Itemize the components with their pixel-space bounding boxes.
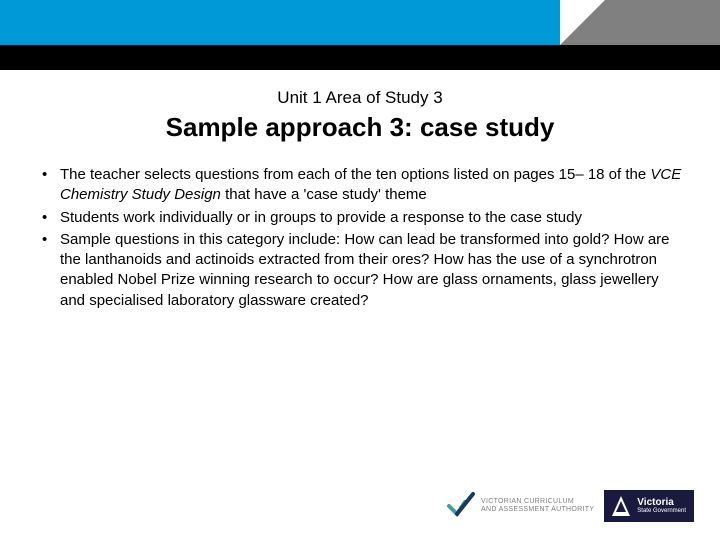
header-black-bar [0,45,720,70]
header-blue-bar [0,0,560,45]
bullet-text-pre: Sample questions in this category includ… [60,231,670,309]
content-area: The teacher selects questions from each … [0,143,720,311]
list-item: Students work individually or in groups … [38,208,682,228]
vic-triangle-icon [610,494,632,518]
header-gray-bar [605,0,720,45]
title-area: Unit 1 Area of Study 3 Sample approach 3… [0,88,720,143]
footer-logos: VICTORIAN CURRICULUM AND ASSESSMENT AUTH… [447,490,694,522]
header-banner [0,0,720,70]
list-item: Sample questions in this category includ… [38,230,682,311]
vic-main-text: Victoria [637,498,686,508]
bullet-text-pre: The teacher selects questions from each … [60,166,650,183]
vic-text-block: Victoria State Government [637,498,686,514]
page-title: Sample approach 3: case study [0,112,720,143]
vcaa-text: VICTORIAN CURRICULUM AND ASSESSMENT AUTH… [481,498,594,514]
vcaa-logo: VICTORIAN CURRICULUM AND ASSESSMENT AUTH… [447,492,594,520]
vic-sub-text: State Government [637,508,686,514]
vic-gov-logo: Victoria State Government [604,490,694,522]
header-gray-triangle [560,0,605,45]
bullet-list: The teacher selects questions from each … [38,165,682,311]
bullet-text-post: that have a 'case study' theme [221,186,427,203]
vcaa-line2: AND ASSESSMENT AUTHORITY [481,506,594,514]
page-subtitle: Unit 1 Area of Study 3 [0,88,720,108]
vcaa-check-icon [447,492,475,520]
list-item: The teacher selects questions from each … [38,165,682,206]
vcaa-line1: VICTORIAN CURRICULUM [481,498,594,506]
bullet-text-pre: Students work individually or in groups … [60,209,582,226]
